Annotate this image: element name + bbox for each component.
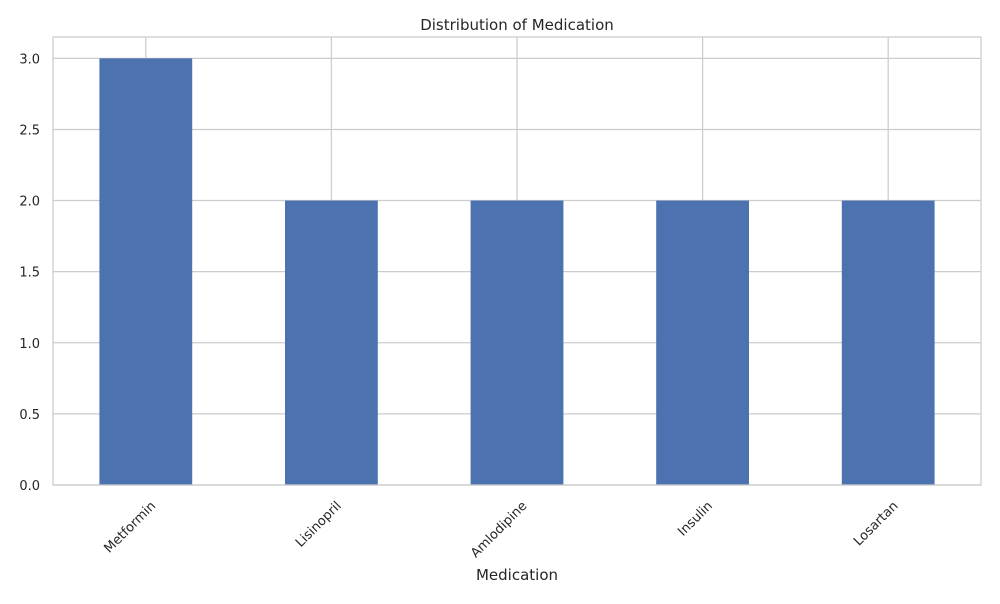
bar-lisinopril — [285, 200, 378, 486]
x-tick-label: Metformin — [102, 499, 160, 557]
x-tick-label: Lisinopril — [293, 499, 345, 551]
bar-insulin — [656, 200, 749, 486]
y-tick-label: 1.0 — [19, 337, 40, 352]
y-tick-label: 0.0 — [19, 479, 40, 494]
y-tick-label: 0.5 — [19, 408, 40, 423]
x-tick-label: Losartan — [851, 499, 901, 549]
y-tick-label: 2.5 — [19, 123, 40, 138]
y-tick-label: 1.5 — [19, 266, 40, 281]
bar-amlodipine — [470, 200, 564, 486]
y-tick-label: 3.0 — [19, 52, 40, 67]
plot-frame — [52, 36, 982, 486]
x-tick-labels: Metformin Lisinopril Amlodipine Insulin Losa… — [102, 499, 902, 561]
bar-losartan — [841, 200, 935, 486]
bars — [99, 58, 935, 486]
x-tick-label: Amlodipine — [468, 499, 530, 561]
y-tick-label: 2.0 — [19, 195, 40, 210]
chart-title: Distribution of Medication — [420, 16, 614, 34]
x-tick-label: Insulin — [675, 499, 716, 540]
y-tick-labels: 0.0 0.5 1.0 1.5 2.0 2.5 3.0 — [19, 52, 40, 494]
bar-metformin — [99, 58, 193, 485]
x-axis-title: Medication — [476, 566, 558, 584]
